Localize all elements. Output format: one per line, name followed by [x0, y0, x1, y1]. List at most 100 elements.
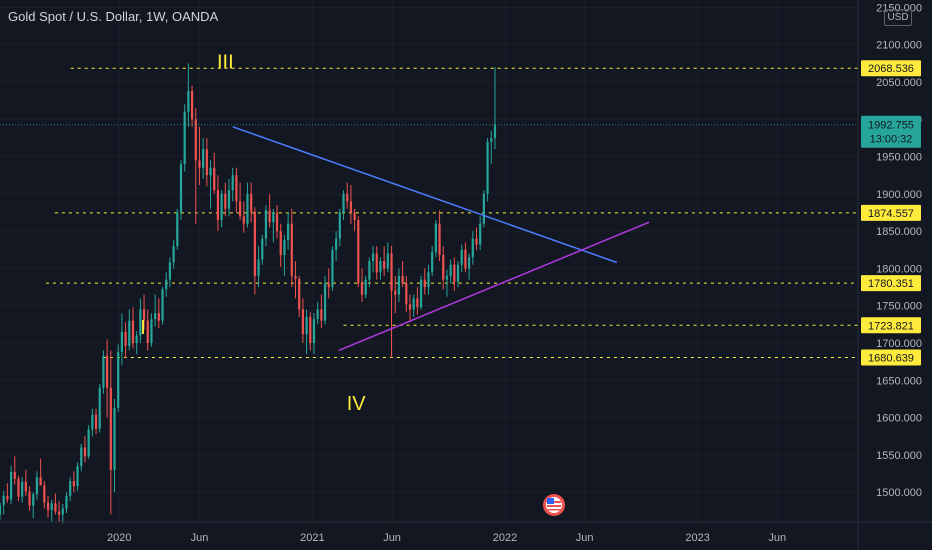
candle-body	[379, 261, 382, 273]
time-tick-label: 2020	[107, 532, 131, 544]
candle-body	[290, 223, 293, 276]
candle-body	[253, 211, 256, 276]
level-tag	[861, 275, 921, 292]
candle-body	[316, 309, 319, 320]
candle-body	[72, 480, 75, 487]
candle-body	[9, 472, 13, 500]
candle-body	[386, 253, 389, 269]
price-tick-label: 1700.000	[876, 338, 922, 350]
level-tag-label: 2068.536	[868, 63, 914, 75]
candle-body	[272, 212, 275, 223]
candle-body	[165, 279, 168, 290]
candle-body	[80, 447, 83, 467]
candle-body	[176, 212, 179, 247]
time-tick-label: Jun	[768, 532, 786, 544]
candle-body	[431, 252, 434, 273]
candle-body	[187, 90, 190, 112]
candle-body	[183, 111, 186, 165]
us-flag-icon[interactable]	[543, 494, 565, 516]
candle-body	[490, 137, 493, 142]
candle-body	[456, 264, 460, 282]
candle-body	[394, 290, 397, 295]
candle-body	[309, 316, 312, 344]
candle-body	[43, 485, 46, 503]
price-tick-label: 1600.000	[876, 413, 922, 425]
candle-body	[231, 175, 234, 191]
candle-body	[390, 253, 393, 291]
level-tag-label: 1780.351	[868, 278, 914, 290]
currency-badge[interactable]: USD	[884, 9, 912, 26]
level-tag	[861, 349, 921, 366]
candle-body	[224, 193, 227, 209]
countdown-label: 13:00:32	[870, 134, 913, 146]
level-tag-label: 1874.557	[868, 208, 914, 220]
candle-body	[69, 480, 72, 496]
candle-body	[423, 279, 426, 288]
chart-title: Gold Spot / U.S. Dollar, 1W, OANDA	[8, 9, 219, 24]
time-axis[interactable]: 2020 Jun 2021 Jun 2022 Jun 2023 Jun	[107, 532, 786, 544]
candle-body	[179, 164, 183, 213]
price-tick-label: 2150.000	[876, 2, 922, 14]
horizontal-levels	[45, 67, 858, 358]
price-tick-label: 1750.000	[876, 301, 922, 313]
candle-body	[312, 319, 316, 344]
candle-body	[342, 193, 345, 213]
candle-body	[294, 275, 297, 279]
candle-body	[238, 201, 242, 217]
candle-body	[460, 249, 463, 265]
candle-body	[50, 503, 53, 511]
trendline-support	[338, 221, 650, 352]
candle-body	[168, 262, 172, 280]
price-tick-label: 1800.000	[876, 263, 922, 275]
candle-body	[479, 223, 482, 245]
candle-body	[279, 231, 282, 256]
candle-body	[13, 472, 16, 479]
candle-body	[464, 249, 467, 269]
level-tag-label: 1723.821	[868, 320, 914, 332]
candle-body	[21, 481, 24, 497]
candle-body	[135, 335, 138, 344]
candle-body	[416, 298, 419, 308]
candle-body	[246, 193, 249, 224]
candle-body	[445, 275, 449, 280]
price-tick-label: 1550.000	[876, 450, 922, 462]
candle-body	[242, 216, 245, 224]
candle-body	[475, 238, 478, 245]
candle-body	[357, 219, 360, 284]
candle-body	[261, 238, 264, 260]
level-tag-label: 1680.639	[868, 352, 914, 364]
candle-body	[46, 502, 50, 511]
candle-body	[6, 495, 9, 500]
level-tag	[861, 204, 921, 221]
candle-body	[57, 511, 61, 515]
candle-body	[172, 246, 175, 263]
current-price-label: 1992.755	[868, 120, 914, 132]
candle-body	[227, 190, 231, 209]
time-tick-label: 2021	[300, 532, 324, 544]
candle-body	[371, 253, 375, 261]
candle-body	[2, 495, 5, 505]
candle-body	[264, 210, 268, 239]
price-tick-label: 1900.000	[876, 189, 922, 201]
candle-body	[449, 264, 452, 276]
wave-label: III	[217, 52, 234, 74]
candle-body	[54, 503, 57, 512]
candle-body	[106, 355, 109, 388]
price-tick-label: 2100.000	[876, 40, 922, 52]
candle-body	[305, 316, 308, 335]
candle-body	[87, 429, 90, 457]
candle-body	[442, 255, 445, 280]
candle-body	[76, 466, 79, 487]
price-tick-label: 1500.000	[876, 487, 922, 499]
candle-body	[338, 212, 341, 239]
candle-body	[109, 387, 112, 470]
time-tick-label: Jun	[576, 532, 594, 544]
candle-body	[360, 283, 364, 295]
candle-body	[453, 264, 456, 282]
candle-body	[335, 238, 338, 250]
candle-body	[28, 491, 31, 506]
candle-body	[438, 223, 441, 256]
candle-body	[275, 212, 279, 232]
